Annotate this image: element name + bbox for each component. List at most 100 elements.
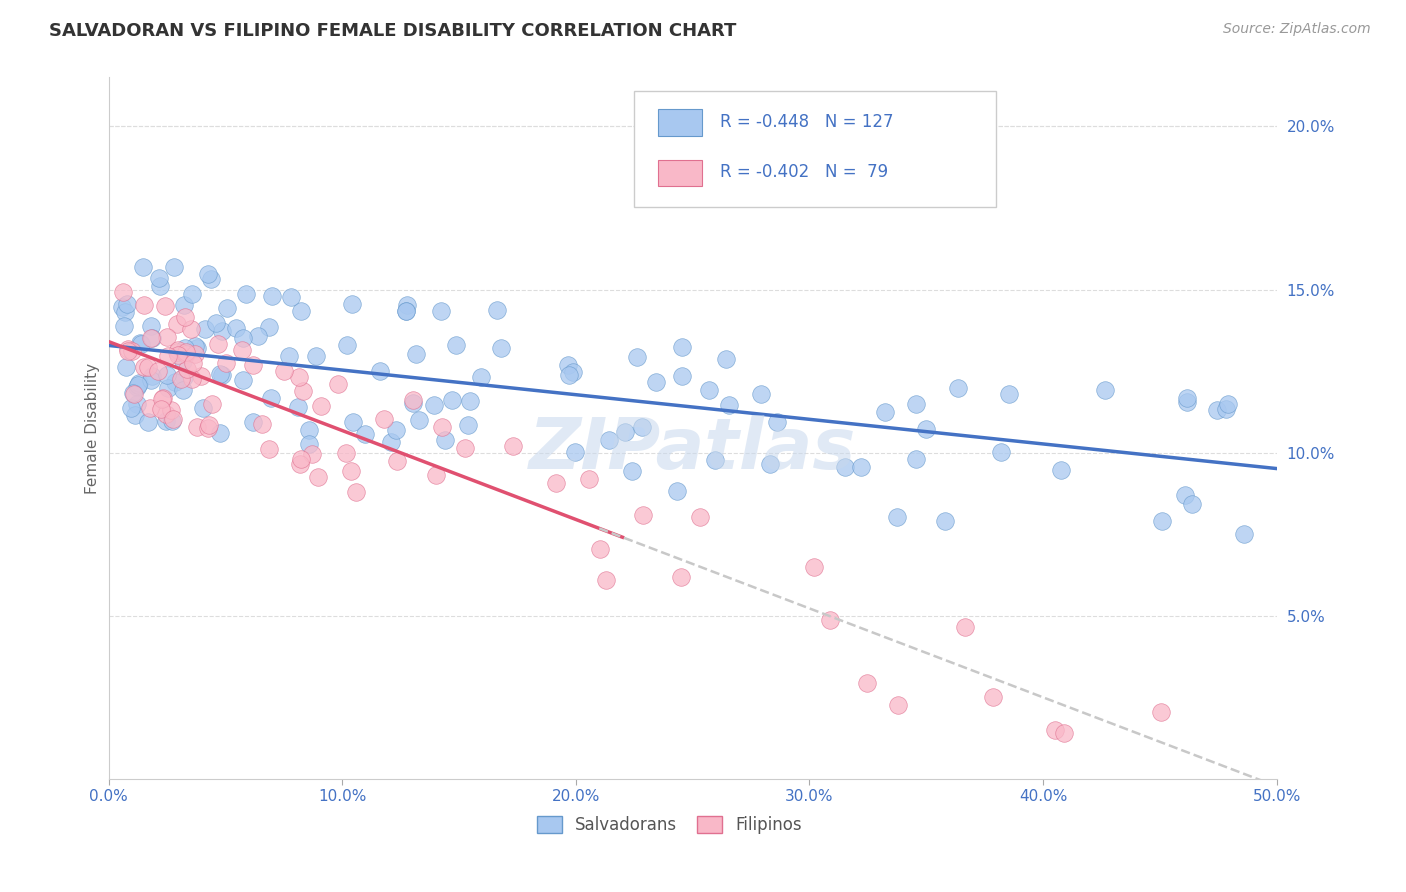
Point: [644, 375, 666, 389]
Point: [172, 354, 194, 368]
Point: [1053, 726, 1076, 740]
Point: [1050, 463, 1073, 477]
Bar: [658, 109, 702, 136]
Point: [225, 321, 247, 335]
Point: [159, 403, 181, 417]
Point: [849, 459, 872, 474]
Point: [148, 271, 170, 285]
Point: [380, 434, 402, 449]
Point: [173, 369, 195, 384]
Point: [1094, 383, 1116, 397]
Point: [1233, 526, 1256, 541]
Legend: Salvadorans, Filipinos: Salvadorans, Filipinos: [537, 815, 801, 834]
Point: [157, 381, 180, 395]
Point: [150, 402, 173, 417]
Point: [131, 260, 153, 275]
Point: [112, 318, 135, 333]
Point: [153, 299, 176, 313]
Point: [170, 371, 193, 385]
Point: [562, 365, 585, 379]
Point: [666, 483, 689, 498]
Point: [173, 298, 195, 312]
Point: [181, 356, 204, 370]
Point: [298, 436, 321, 450]
Point: [598, 433, 620, 447]
Point: [408, 412, 430, 426]
Point: [174, 310, 197, 324]
Point: [1043, 723, 1066, 737]
Point: [384, 423, 406, 437]
Point: [873, 405, 896, 419]
Point: [155, 368, 177, 382]
Point: [191, 401, 214, 416]
Y-axis label: Female Disability: Female Disability: [86, 363, 100, 494]
Point: [489, 341, 512, 355]
Point: [288, 457, 311, 471]
Point: [194, 322, 217, 336]
Point: [186, 420, 208, 434]
Point: [132, 297, 155, 311]
Point: [120, 401, 142, 415]
Point: [149, 279, 172, 293]
Point: [368, 363, 391, 377]
Point: [395, 298, 418, 312]
Point: [247, 328, 270, 343]
Point: [141, 369, 163, 384]
Point: [198, 417, 221, 432]
Point: [344, 484, 367, 499]
Point: [1216, 396, 1239, 410]
Point: [626, 350, 648, 364]
Point: [309, 400, 332, 414]
Point: [242, 415, 264, 429]
Point: [117, 342, 139, 356]
Point: [114, 305, 136, 319]
Point: [1174, 488, 1197, 502]
Point: [405, 347, 427, 361]
Point: [714, 352, 737, 367]
Point: [215, 356, 238, 370]
Point: [180, 322, 202, 336]
Point: [425, 468, 447, 483]
Point: [235, 287, 257, 301]
Point: [613, 425, 636, 439]
Point: [856, 676, 879, 690]
Point: [197, 421, 219, 435]
Point: [631, 420, 654, 434]
Point: [166, 343, 188, 357]
Point: [502, 439, 524, 453]
Point: [981, 690, 1004, 705]
Point: [260, 289, 283, 303]
Point: [124, 408, 146, 422]
Point: [766, 415, 789, 429]
Point: [339, 464, 361, 478]
Point: [215, 301, 238, 315]
Point: [287, 370, 309, 384]
Point: [557, 358, 579, 372]
Point: [1205, 403, 1227, 417]
Point: [457, 418, 479, 433]
Point: [117, 343, 139, 358]
Point: [544, 476, 567, 491]
Point: [128, 376, 150, 390]
Point: [335, 445, 357, 459]
Point: [176, 361, 198, 376]
Point: [621, 464, 644, 478]
Point: [141, 331, 163, 345]
Point: [201, 397, 224, 411]
Point: [139, 331, 162, 345]
Point: [200, 272, 222, 286]
Point: [148, 364, 170, 378]
Point: [454, 442, 477, 456]
Text: ZIPatlas: ZIPatlas: [529, 415, 856, 483]
Point: [444, 338, 467, 352]
Point: [273, 364, 295, 378]
Point: [402, 392, 425, 407]
Point: [298, 423, 321, 437]
Point: [886, 509, 908, 524]
Point: [305, 349, 328, 363]
Point: [1175, 391, 1198, 405]
Point: [280, 289, 302, 303]
Point: [184, 339, 207, 353]
Point: [423, 398, 446, 412]
Point: [211, 324, 233, 338]
